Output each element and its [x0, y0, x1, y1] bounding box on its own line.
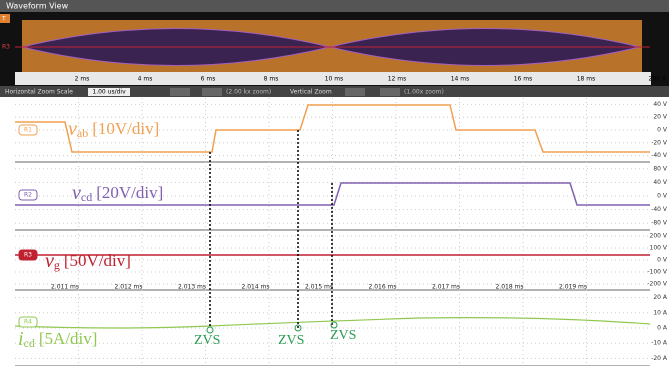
channel-tag-label: R1: [24, 127, 32, 134]
axis-label: 0 A: [657, 325, 668, 332]
symbol: v: [45, 250, 54, 272]
marker-label: T: [1, 16, 6, 23]
axis-label: -10 A: [651, 340, 668, 347]
channel-tag-label: R4: [24, 319, 32, 326]
zoom-info: (1.00x zoom): [404, 89, 444, 96]
overview-time-label: 4 ms: [138, 76, 153, 83]
axis-label: -200 V: [647, 281, 668, 288]
zvs-label: ZVS: [194, 333, 220, 348]
subscript: ab: [77, 126, 88, 140]
axis-label: 80 V: [653, 165, 668, 172]
time-label: 2.018 ms: [495, 284, 523, 291]
channel-tag-label: R3: [24, 252, 32, 259]
channel-tag-label: R2: [24, 192, 32, 199]
marker-label: R3: [2, 44, 10, 51]
zoom-out-button[interactable]: [202, 88, 222, 96]
time-label: 2.016 ms: [368, 284, 396, 291]
vzoom-out-button[interactable]: [380, 88, 400, 96]
subscript: g: [54, 258, 60, 272]
subscript: cd: [81, 190, 92, 204]
axis-label: 100 V: [650, 245, 668, 252]
axis-label: 0 V: [657, 193, 668, 200]
zoom-info: (2.00 kx zoom): [226, 89, 271, 96]
overview-time-label: 16 ms: [514, 76, 533, 83]
axis-label: -40 V: [651, 206, 668, 213]
title-bar: [0, 0, 669, 12]
axis-label: 200 V: [650, 233, 668, 240]
symbol: v: [68, 118, 77, 140]
symbol: v: [72, 182, 81, 204]
axis-label: 10 A: [653, 309, 668, 316]
zoom-value: 1.00 us/div: [92, 89, 126, 96]
time-label: 2.017 ms: [432, 284, 460, 291]
axis-label: 0 V: [657, 127, 668, 134]
axis-label: -40 V: [651, 152, 668, 159]
window-title: Waveform View: [6, 2, 69, 11]
time-label: 2.015 ms: [305, 284, 333, 291]
axis-label: 40 V: [653, 101, 668, 108]
time-label: 2.013 ms: [178, 284, 206, 291]
zoom-in-button[interactable]: [170, 88, 190, 96]
overview-time-label: 12 ms: [388, 76, 407, 83]
axis-label: 0 V: [657, 257, 668, 264]
scale: [20V/div]: [96, 183, 163, 202]
toolbar-label: Horizontal Zoom Scale: [5, 89, 73, 96]
zvs-label: ZVS: [278, 333, 304, 348]
axis-label: 40 V: [653, 179, 668, 186]
overview-time-label: 10 ms: [325, 76, 344, 83]
axis-label: -20 V: [651, 139, 668, 146]
axis-label: -100 V: [647, 269, 668, 276]
scale: [10V/div]: [92, 119, 159, 138]
overview-time-label: 14 ms: [451, 76, 470, 83]
time-label: 2.014 ms: [241, 284, 269, 291]
zvs-label: ZVS: [330, 328, 356, 343]
time-label: 2.012 ms: [114, 284, 142, 291]
vzoom-in-button[interactable]: [345, 88, 365, 96]
overview-scale: 200 V: [649, 76, 667, 83]
overview-time-label: 8 ms: [264, 76, 279, 83]
axis-label: -80 V: [651, 220, 668, 227]
time-label: 2.011 ms: [51, 284, 79, 291]
overview-time-label: 6 ms: [201, 76, 216, 83]
time-label: 2.019 ms: [559, 284, 587, 291]
toolbar-label: Vertical Zoom: [290, 89, 332, 96]
axis-label: -20 A: [651, 355, 668, 362]
overview-time-label: 2 ms: [75, 76, 90, 83]
axis-label: 20 V: [653, 114, 668, 121]
subscript: cd: [24, 336, 35, 350]
overview-time-label: 18 ms: [577, 76, 596, 83]
axis-label: 20 A: [653, 294, 668, 301]
scale: [5A/div]: [39, 329, 98, 348]
waveform-window: Waveform View T R3 200 V Horizontal Zoom…: [0, 0, 669, 366]
scale: [50V/div]: [64, 251, 131, 270]
